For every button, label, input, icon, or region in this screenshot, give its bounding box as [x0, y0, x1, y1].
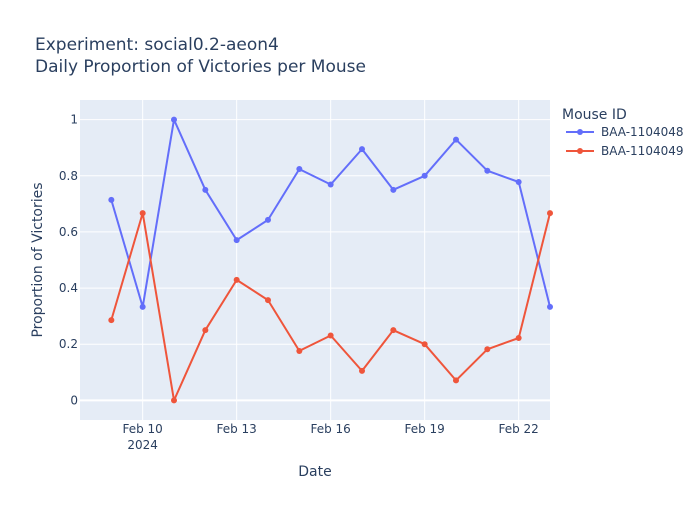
data-point — [171, 116, 177, 123]
data-point — [547, 210, 553, 217]
y-tick-label: 0.4 — [59, 281, 78, 295]
x-axis-ticks: Feb 10 2024 Feb 13 Feb 16 Feb 19 Feb 22 — [122, 422, 538, 452]
data-point — [359, 367, 365, 374]
data-point — [265, 216, 271, 223]
data-point — [484, 346, 491, 353]
x-tick-label: Feb 10 — [122, 422, 162, 436]
y-tick-label: 0.2 — [59, 337, 78, 351]
data-point — [171, 397, 177, 404]
x-axis-title: Date — [298, 464, 331, 480]
legend-marker — [577, 129, 583, 135]
plot-area — [80, 100, 550, 420]
x-tick-label: Feb 13 — [216, 422, 256, 436]
series-layer — [108, 116, 553, 404]
data-point — [515, 335, 522, 342]
data-point — [390, 186, 397, 193]
chart-title: Experiment: social0.2-aeon4 — [35, 35, 279, 55]
data-point — [390, 327, 397, 334]
data-point — [453, 377, 459, 384]
data-point — [421, 172, 428, 179]
legend-title: Mouse ID — [562, 107, 627, 123]
y-axis-ticks: 0 0.2 0.4 0.6 0.8 1 — [59, 113, 78, 408]
y-tick-label: 0 — [70, 393, 78, 407]
data-point — [233, 237, 240, 244]
x-tick-label: Feb 22 — [498, 422, 538, 436]
legend-label: BAA-1104049 — [601, 144, 684, 158]
x-tick-label: Feb 19 — [404, 422, 444, 436]
data-point — [453, 136, 459, 143]
data-point — [547, 303, 553, 310]
data-point — [327, 181, 334, 188]
legend[interactable]: Mouse ID BAA-1104048 BAA-1104049 — [562, 107, 684, 158]
legend-label: BAA-1104048 — [601, 125, 684, 139]
data-point — [421, 341, 428, 348]
data-point — [108, 317, 115, 324]
data-point — [296, 166, 303, 173]
data-point — [202, 186, 209, 193]
data-point — [327, 332, 334, 339]
y-tick-label: 0.8 — [59, 169, 78, 183]
data-point — [108, 196, 115, 203]
data-point — [202, 327, 209, 334]
y-tick-label: 0.6 — [59, 225, 78, 239]
data-point — [359, 146, 365, 153]
y-axis-title: Proportion of Victories — [30, 182, 46, 337]
data-point — [233, 276, 240, 283]
data-point — [139, 303, 146, 310]
data-point — [484, 167, 491, 174]
data-point — [515, 178, 522, 185]
x-tick-sublabel: 2024 — [127, 438, 158, 452]
legend-marker — [577, 148, 583, 154]
y-tick-label: 1 — [70, 113, 78, 127]
x-tick-label: Feb 16 — [310, 422, 350, 436]
data-point — [296, 347, 303, 354]
data-point — [265, 297, 271, 304]
chart-subtitle: Daily Proportion of Victories per Mouse — [35, 57, 366, 77]
data-point — [139, 210, 146, 217]
